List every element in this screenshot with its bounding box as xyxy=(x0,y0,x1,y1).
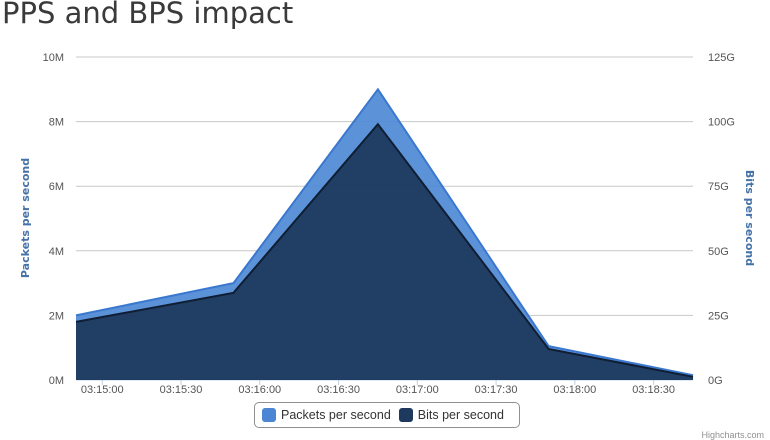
series-line-1 xyxy=(75,122,694,378)
y-left-tick-label: 6M xyxy=(49,181,64,193)
y-right-tick-label: 125G xyxy=(708,52,735,64)
y-left-axis-title: Packets per second xyxy=(19,158,32,278)
legend-label-bits: Bits per second xyxy=(417,408,504,422)
chart-title: PPS and BPS impact xyxy=(2,0,294,30)
x-tick-label: 03:16:00 xyxy=(238,384,281,396)
series-area-1 xyxy=(76,124,693,380)
y-right-tick-label: 100G xyxy=(708,117,735,129)
x-tick-label: 03:17:00 xyxy=(396,384,439,396)
legend-label-packets: Packets per second xyxy=(281,408,391,422)
x-tick-label: 03:15:30 xyxy=(160,384,203,396)
legend-swatch-packets xyxy=(262,408,276,422)
x-tick-label: 03:16:30 xyxy=(317,384,360,396)
legend-swatch-bits xyxy=(398,408,413,422)
y-right-tick-label: 75G xyxy=(708,181,729,193)
legend-item-bits[interactable]: Bits per second xyxy=(398,408,504,422)
series-line-0 xyxy=(75,87,694,377)
x-tick-label: 03:17:30 xyxy=(475,384,518,396)
x-tick-label: 03:18:00 xyxy=(553,384,596,396)
x-tick-label: 03:18:30 xyxy=(632,384,675,396)
y-left-tick-label: 2M xyxy=(49,310,64,322)
y-left-tick-label: 0M xyxy=(49,375,64,387)
y-right-tick-label: 25G xyxy=(708,310,729,322)
credit-link[interactable]: Highcharts.com xyxy=(701,430,764,440)
legend: Packets per second Bits per second xyxy=(254,402,520,428)
y-right-tick-label: 50G xyxy=(708,246,729,258)
y-right-tick-label: 0G xyxy=(708,375,723,387)
x-tick-label: 03:15:00 xyxy=(81,384,124,396)
y-left-tick-label: 10M xyxy=(43,52,64,64)
legend-item-packets[interactable]: Packets per second xyxy=(262,408,391,422)
y-left-tick-label: 4M xyxy=(49,246,64,258)
y-left-tick-label: 8M xyxy=(49,117,64,129)
y-right-axis-title: Bits per second xyxy=(743,170,756,266)
